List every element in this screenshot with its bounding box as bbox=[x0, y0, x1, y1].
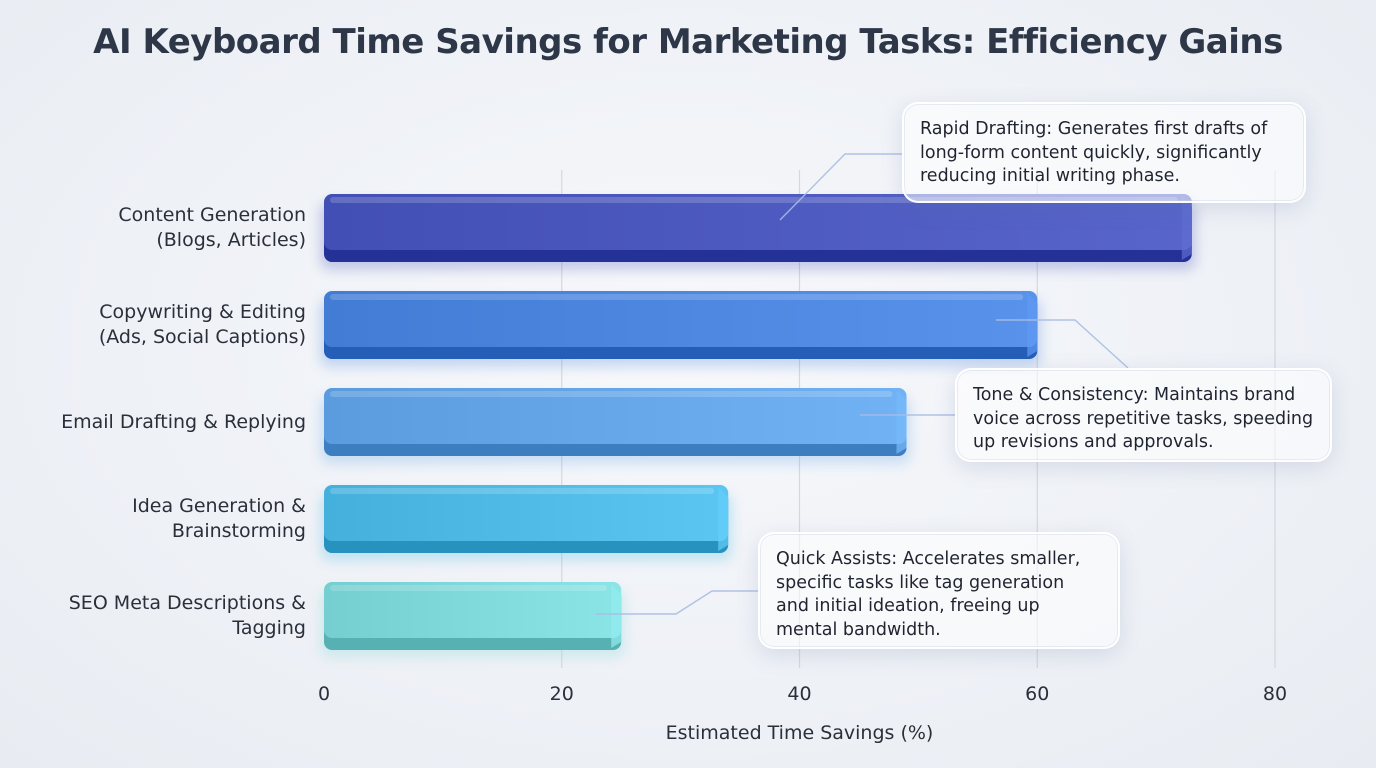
bar-group bbox=[320, 485, 733, 561]
bar-end-cap bbox=[611, 584, 622, 648]
bar-highlight bbox=[330, 585, 608, 591]
category-label: SEO Meta Descriptions & Tagging bbox=[68, 592, 306, 639]
bar-group bbox=[320, 194, 1196, 270]
bar-highlight bbox=[330, 488, 715, 494]
bar bbox=[324, 582, 622, 638]
x-tick-label: 80 bbox=[1262, 683, 1288, 705]
category-label: Idea Generation & Brainstorming bbox=[132, 495, 306, 542]
bar-group bbox=[320, 388, 911, 464]
annotation-callout-tone-consistency: Tone & Consistency: Maintains brand voic… bbox=[955, 368, 1332, 462]
annotation-callout-quick-assists: Quick Assists: Accelerates smaller, spec… bbox=[758, 532, 1120, 649]
bar-end-cap bbox=[896, 390, 907, 454]
bar bbox=[324, 291, 1038, 347]
bar-highlight bbox=[330, 391, 893, 397]
x-tick-label: 60 bbox=[1025, 683, 1050, 705]
annotation-text: Rapid Drafting: Generates first drafts o… bbox=[920, 119, 1268, 186]
bar-end-cap bbox=[1181, 196, 1192, 260]
x-axis-label: Estimated Time Savings (%) bbox=[665, 722, 934, 744]
bar-end-cap bbox=[718, 487, 729, 551]
connector-tone-consistency bbox=[996, 319, 1129, 369]
category-label: Copywriting & Editing (Ads, Social Capti… bbox=[98, 301, 306, 348]
bar-group bbox=[320, 291, 1042, 367]
annotation-callout-rapid-drafting: Rapid Drafting: Generates first drafts o… bbox=[902, 102, 1306, 203]
bar bbox=[324, 485, 729, 541]
category-label: Email Drafting & Replying bbox=[61, 410, 306, 433]
category-label: Content Generation (Blogs, Articles) bbox=[118, 204, 306, 251]
annotation-text: Tone & Consistency: Maintains brand voic… bbox=[973, 385, 1314, 452]
bar bbox=[324, 388, 907, 444]
bar-highlight bbox=[330, 294, 1024, 300]
bar-end-cap bbox=[1027, 293, 1038, 357]
x-tick-label: 0 bbox=[317, 683, 331, 705]
bar bbox=[324, 194, 1192, 250]
connector-rapid-drafting bbox=[779, 153, 902, 221]
x-tick-label: 40 bbox=[787, 683, 812, 705]
x-tick-label: 20 bbox=[549, 683, 574, 705]
annotation-text: Quick Assists: Accelerates smaller, spec… bbox=[776, 549, 1081, 640]
connector-quick-assists bbox=[596, 590, 758, 615]
bar-group bbox=[320, 582, 626, 658]
chart-title: AI Keyboard Time Savings for Marketing T… bbox=[93, 22, 1283, 62]
